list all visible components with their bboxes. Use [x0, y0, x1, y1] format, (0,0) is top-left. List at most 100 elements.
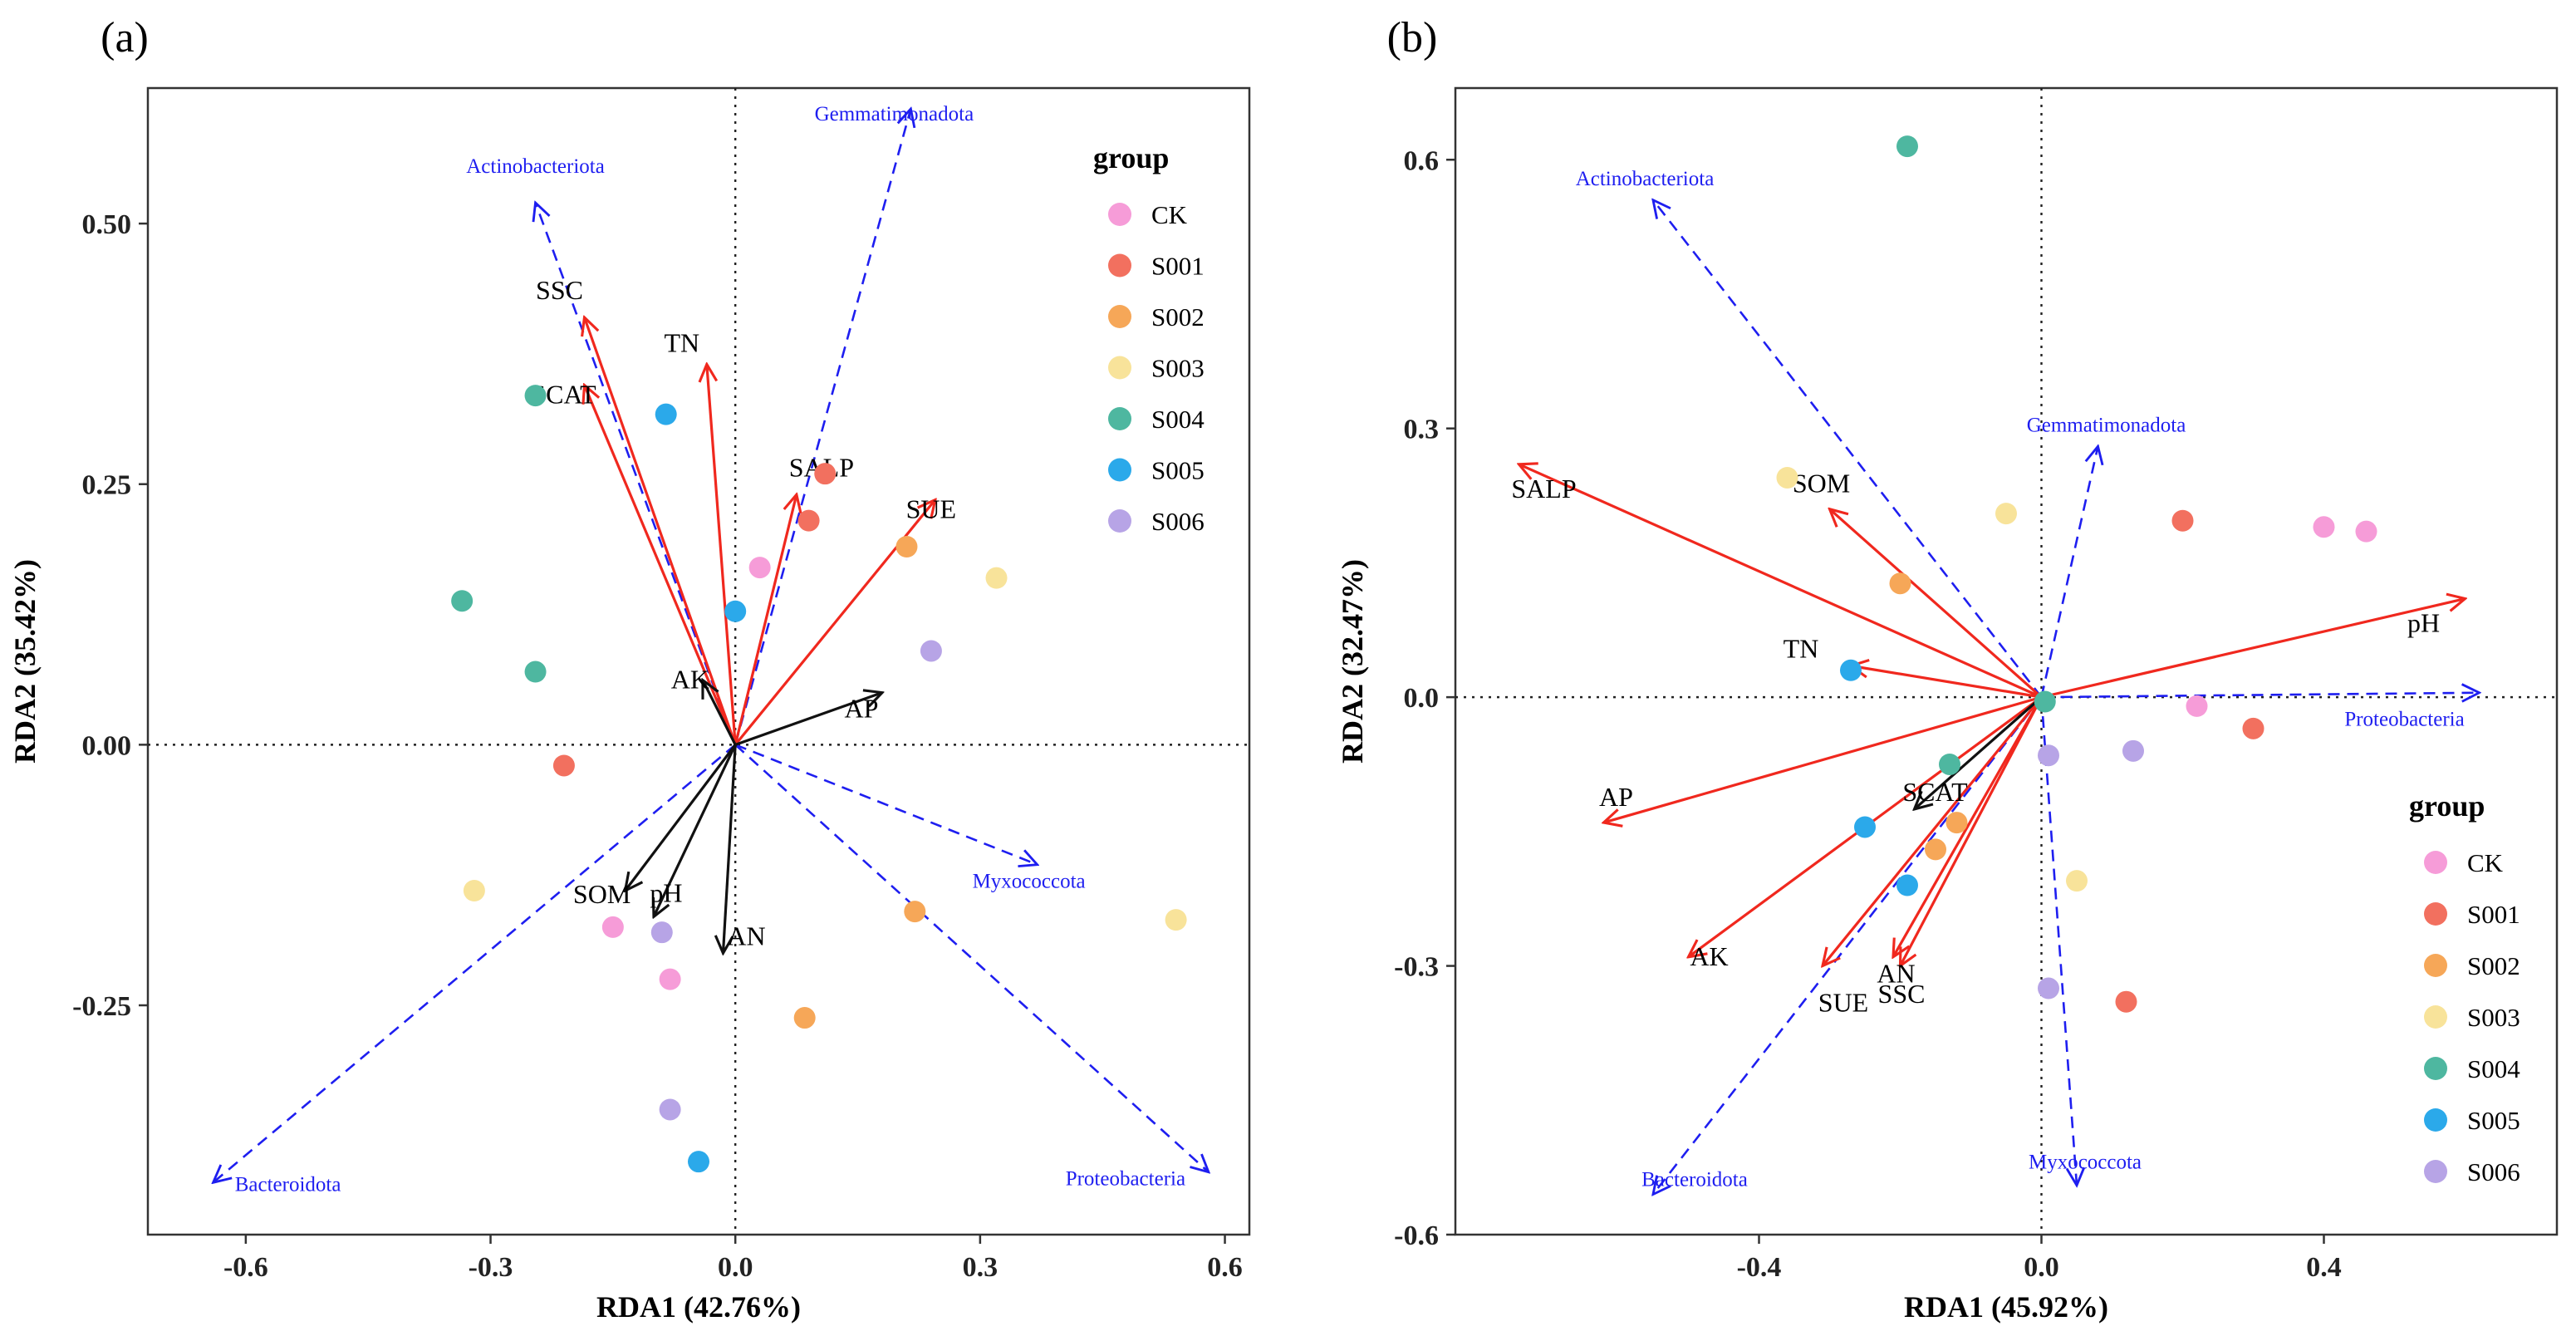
- y-tick-label: -0.6: [1394, 1220, 1439, 1251]
- legend-swatch: [2424, 954, 2447, 977]
- env-label: SCAT: [1902, 777, 1968, 807]
- panel-label: (a): [101, 14, 149, 61]
- point-s005: [1854, 816, 1876, 837]
- point-s004: [451, 590, 473, 611]
- sample-points: [1777, 135, 2377, 1013]
- x-axis-ticks: -0.6 -0.3 0.0 0.3 0.6: [223, 1235, 1243, 1283]
- env-label: SSC: [536, 275, 583, 305]
- taxa-label: Bacteroidota: [1641, 1168, 1748, 1191]
- legend-label: S003: [2467, 1003, 2520, 1032]
- point-ck: [749, 557, 771, 578]
- taxa-arrow-gemmatimonadota: [2042, 446, 2098, 697]
- env-arrow-ap: [1604, 697, 2042, 823]
- legend-swatch: [1108, 356, 1131, 380]
- taxa-arrow-proteobacteria: [735, 744, 1209, 1171]
- env-label: AN: [1877, 959, 1915, 989]
- env-label: AK: [671, 665, 709, 695]
- y-tick-label: 0.0: [1404, 683, 1440, 714]
- legend-item: S002: [1108, 302, 1205, 332]
- legend-item: CK: [2424, 848, 2504, 877]
- figure: (a) ActinobacteriotaGemmatimonadotaMyxoc…: [0, 0, 2576, 1331]
- legend-item: S004: [2424, 1054, 2520, 1083]
- taxa-label: Bacteroidota: [235, 1173, 341, 1196]
- point-s006: [651, 921, 673, 943]
- legend-label: S004: [1151, 405, 1205, 434]
- point-s003: [2066, 870, 2088, 891]
- point-s005: [1840, 660, 1862, 681]
- y-tick-label: -0.3: [1394, 952, 1439, 983]
- x-tick-label: -0.3: [469, 1252, 513, 1283]
- legend-label: S001: [1151, 252, 1205, 281]
- taxa-arrow-myxococcota: [2042, 697, 2078, 1186]
- taxa-label: Gemmatimonadota: [2027, 414, 2186, 436]
- point-s004: [1896, 135, 1918, 157]
- env-arrow-som: [626, 744, 736, 891]
- env-arrow-ssc: [1893, 697, 2042, 957]
- point-s003: [1995, 503, 2017, 524]
- y-axis-title: RDA2 (32.47%): [1336, 559, 1369, 764]
- taxa-arrow-proteobacteria: [2042, 693, 2480, 697]
- plot-frame: [1455, 88, 2557, 1235]
- env-label: pH: [650, 877, 682, 907]
- env-label: SOM: [1793, 469, 1850, 499]
- legend-item: S003: [1108, 354, 1205, 383]
- legend-label: S005: [2467, 1106, 2520, 1135]
- taxa-label: Proteobacteria: [1066, 1168, 1185, 1191]
- env-label: AP: [1599, 782, 1633, 812]
- x-tick-label: -0.4: [1737, 1252, 1782, 1283]
- y-axis-ticks: -0.250.000.250.50: [72, 209, 148, 1022]
- env-arrow-ssc: [584, 317, 735, 744]
- env-label: SALP: [1511, 474, 1576, 503]
- x-tick-label: 0.0: [2024, 1252, 2059, 1283]
- y-tick-label: 0.3: [1404, 415, 1440, 445]
- legend-item: S006: [1108, 507, 1205, 536]
- y-axis-ticks: -0.6 -0.3 0.0 0.3 0.6: [1394, 145, 1455, 1251]
- env-label: TN: [1784, 633, 1819, 663]
- env-arrow-salp: [1519, 464, 2042, 697]
- legend-label: S005: [1151, 456, 1205, 485]
- legend-item: S001: [2424, 900, 2520, 929]
- point-s001: [798, 510, 820, 532]
- point-s003: [986, 567, 1008, 589]
- legend-item: S005: [2424, 1106, 2520, 1135]
- legend: group CK S001 S002 S003 S004 S005 S006: [2409, 789, 2520, 1186]
- legend: group CK S001 S002 S003 S004 S005 S006: [1093, 141, 1205, 536]
- legend-label: CK: [2467, 848, 2504, 877]
- point-s006: [2122, 740, 2144, 762]
- legend-item: S004: [1108, 405, 1205, 434]
- taxa-label: Proteobacteria: [2344, 709, 2464, 731]
- legend-swatch: [2424, 1160, 2447, 1183]
- point-s004: [525, 661, 547, 683]
- zero-lines: [1455, 88, 2557, 1235]
- point-s001: [814, 463, 836, 484]
- point-s005: [724, 601, 746, 622]
- legend-title: group: [1093, 141, 1169, 174]
- point-s001: [2116, 991, 2137, 1013]
- panel-b: (b) Actinobacteriota Gemmatimonadota Prote…: [1336, 14, 2557, 1324]
- legend-title: group: [2409, 789, 2485, 823]
- sample-points: [451, 385, 1186, 1172]
- env-label: SUE: [1818, 988, 1868, 1018]
- point-s004: [2034, 691, 2056, 713]
- x-tick-label: 0.6: [1207, 1252, 1243, 1283]
- point-ck: [602, 916, 624, 938]
- env-arrows: SALP SOMpHTNAPAKSUE SSCANSCAT: [1511, 464, 2465, 1018]
- point-s002: [1946, 812, 1968, 833]
- legend-label: CK: [1151, 200, 1188, 229]
- taxa-arrows: Actinobacteriota Gemmatimonadota Proteobac…: [1576, 168, 2480, 1195]
- env-label: TN: [664, 327, 699, 357]
- legend-item: S001: [1108, 252, 1205, 281]
- y-tick-label: 0.00: [82, 730, 132, 761]
- legend-swatch: [1108, 407, 1131, 430]
- point-s005: [655, 404, 677, 425]
- y-tick-label: 0.50: [82, 209, 132, 240]
- point-s006: [660, 1098, 681, 1120]
- y-tick-label: 0.6: [1404, 145, 1440, 176]
- legend-item: S002: [2424, 951, 2520, 980]
- x-tick-label: 0.0: [718, 1252, 753, 1283]
- point-s003: [1777, 467, 1798, 489]
- taxa-label: Myxococcota: [2029, 1152, 2142, 1174]
- point-s006: [2038, 744, 2059, 766]
- env-label: SUE: [906, 494, 956, 524]
- point-s002: [895, 536, 917, 557]
